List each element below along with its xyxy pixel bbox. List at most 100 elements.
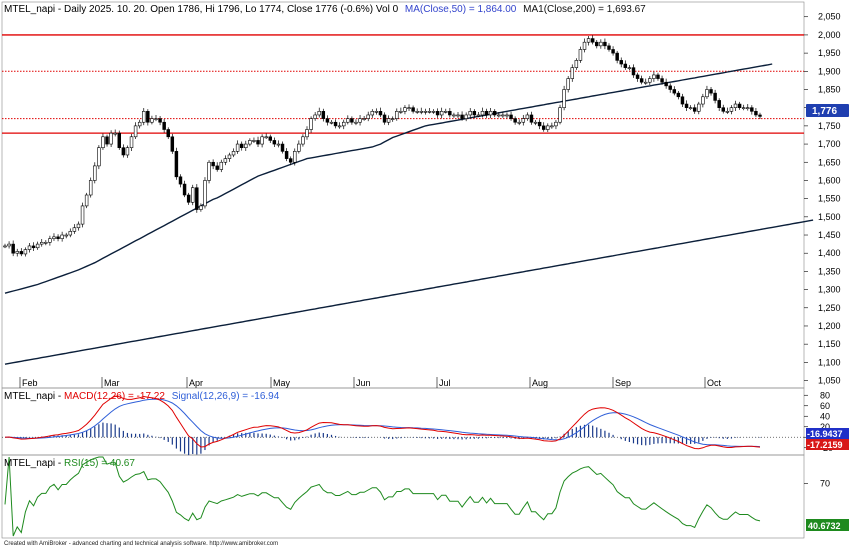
- candle-body: [419, 111, 423, 113]
- candle-body: [631, 67, 636, 76]
- candle-body: [623, 63, 628, 68]
- candle-body: [60, 234, 64, 239]
- candle-body: [660, 78, 664, 83]
- candle-body: [701, 96, 705, 105]
- ma200-line: [4, 219, 814, 365]
- candle-body: [113, 132, 117, 135]
- candle-body: [162, 121, 166, 130]
- last-price-tag: 1,776: [806, 104, 849, 117]
- signal-value-tag: -17.2159: [806, 439, 849, 450]
- macd-tick-label: 20: [820, 422, 830, 432]
- candle-body: [758, 114, 762, 117]
- candle-body: [603, 41, 607, 47]
- candle-body: [7, 243, 11, 247]
- candle-body: [427, 111, 432, 113]
- candle-body: [464, 114, 468, 119]
- candle-body: [146, 111, 150, 123]
- y-tick-label: 1,200: [818, 321, 841, 331]
- candle-body: [72, 227, 77, 232]
- candle-body: [627, 67, 632, 69]
- candle-body: [448, 111, 452, 116]
- candle-body: [452, 114, 456, 117]
- candle-body: [15, 251, 19, 254]
- candle-body: [697, 103, 701, 112]
- candle-body: [260, 136, 264, 145]
- candle-body: [105, 136, 109, 145]
- candle-body: [276, 143, 281, 146]
- candle-body: [93, 165, 97, 181]
- candle-body: [174, 151, 179, 178]
- candle-body: [272, 140, 277, 145]
- candle-body: [80, 205, 85, 225]
- candle-body: [40, 241, 44, 245]
- candle-body: [191, 187, 195, 203]
- candle-body: [395, 111, 399, 119]
- rsi-value-tag: 40.6732: [806, 519, 849, 531]
- price-title: MTEL_napi - Daily 2025. 10. 20. Open 178…: [4, 4, 646, 15]
- y-tick-label: 1,750: [818, 121, 841, 131]
- candle-body: [264, 136, 268, 139]
- macd-tick-label: 40: [820, 411, 830, 421]
- candle-body: [268, 136, 272, 141]
- candle-body: [350, 118, 354, 123]
- candle-body: [370, 111, 375, 116]
- svg-text:-16.9437: -16.9437: [807, 429, 843, 439]
- candle-body: [541, 125, 546, 130]
- macd-line: [4, 395, 761, 450]
- candle-body: [382, 114, 387, 123]
- candle-body: [117, 132, 121, 149]
- candle-body: [488, 111, 493, 116]
- candle-body: [293, 151, 297, 163]
- svg-text:40.6732: 40.6732: [808, 521, 841, 531]
- y-tick-label: 1,850: [818, 84, 841, 94]
- candle-body: [468, 111, 472, 116]
- candle-body: [239, 143, 244, 149]
- candle-body: [431, 111, 436, 113]
- candle-body: [244, 143, 248, 149]
- candle-body: [652, 74, 656, 79]
- candle-body: [386, 118, 391, 123]
- candle-body: [11, 243, 15, 254]
- candle-body: [133, 125, 138, 138]
- x-tick-label: Jul: [439, 378, 451, 388]
- signal-line: [4, 398, 761, 448]
- candle-body: [150, 118, 154, 123]
- candle-body: [219, 161, 224, 170]
- x-tick-label: Aug: [532, 378, 548, 388]
- x-tick-label: May: [273, 378, 291, 388]
- candle-body: [537, 121, 542, 127]
- candle-body: [407, 107, 411, 109]
- y-tick-label: 1,150: [818, 339, 841, 349]
- y-tick-label: 1,500: [818, 212, 841, 222]
- y-tick-label: 1,300: [818, 285, 841, 295]
- candle-body: [211, 161, 215, 167]
- candle-body: [582, 41, 587, 50]
- candle-body: [27, 245, 32, 250]
- candle-body: [48, 238, 52, 243]
- candle-body: [35, 243, 40, 249]
- candle-body: [170, 136, 175, 152]
- candle-body: [590, 38, 595, 43]
- candle-body: [754, 111, 758, 116]
- candle-body: [513, 118, 517, 123]
- candle-body: [737, 103, 742, 108]
- rsi-panel: [1, 454, 805, 539]
- candlesticks: [3, 35, 762, 257]
- candle-body: [337, 125, 342, 128]
- candle-body: [729, 107, 734, 112]
- y-tick-label: 1,900: [818, 66, 841, 76]
- candle-body: [562, 89, 566, 108]
- candle-body: [672, 89, 677, 94]
- rsi-line: [4, 456, 761, 537]
- candle-body: [280, 143, 285, 152]
- candle-body: [501, 114, 505, 117]
- ma50-line: [4, 63, 773, 294]
- candle-body: [721, 107, 725, 112]
- candle-body: [460, 114, 464, 119]
- candle-body: [44, 241, 48, 244]
- candle-body: [505, 114, 509, 117]
- candle-body: [313, 114, 317, 119]
- candle-body: [456, 114, 460, 117]
- candle-body: [525, 114, 530, 119]
